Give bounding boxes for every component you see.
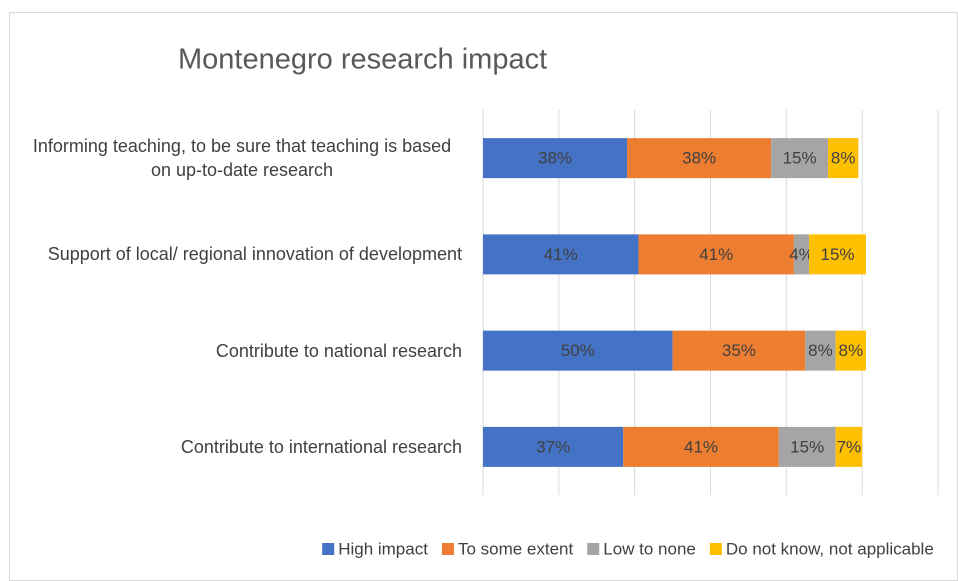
data-label: 38% — [538, 149, 572, 168]
data-label: 15% — [821, 245, 855, 264]
data-label: 41% — [699, 245, 733, 264]
legend-swatch — [322, 543, 335, 555]
legend-label: High impact — [338, 539, 428, 558]
bar-segment — [771, 138, 829, 179]
data-label: 41% — [684, 437, 718, 456]
bar-segment — [483, 426, 624, 467]
category-label-box: Contribute to international research — [10, 417, 462, 477]
legend-label: Low to none — [603, 539, 696, 558]
bar-segment — [627, 138, 772, 179]
data-label: 8% — [831, 149, 856, 168]
chart-title: Montenegro research impact — [178, 44, 547, 76]
bar-segment — [835, 330, 866, 371]
bar-segment — [672, 330, 806, 371]
bar-segment — [835, 426, 863, 467]
bar-segment — [805, 330, 836, 371]
data-label: 37% — [536, 437, 570, 456]
data-label: 8% — [808, 341, 833, 360]
data-label: 4% — [789, 245, 814, 264]
legend-swatch — [441, 543, 454, 555]
data-label: 15% — [790, 437, 824, 456]
bar-segment — [638, 234, 794, 275]
y-tick-label: Support of local/ regional innovation of… — [47, 244, 462, 265]
data-label: 7% — [837, 437, 862, 456]
bar-segment — [483, 138, 628, 179]
data-label: 38% — [682, 149, 716, 168]
bar-segment — [828, 138, 859, 179]
data-label: 50% — [561, 341, 595, 360]
bar-segment — [483, 234, 639, 275]
bar-segment — [793, 234, 810, 275]
category-label-box: Contribute to national research — [10, 321, 462, 381]
data-label: 41% — [544, 245, 578, 264]
data-label: 8% — [839, 341, 864, 360]
bar-segment — [623, 426, 779, 467]
category-label-box: Informing teaching, to be sure that teac… — [10, 128, 462, 188]
legend-label: Do not know, not applicable — [726, 539, 934, 558]
bar-segment — [778, 426, 836, 467]
bar-segment — [483, 330, 673, 371]
category-label-box: Support of local/ regional innovation of… — [10, 224, 462, 284]
legend-swatch — [709, 543, 722, 555]
y-tick-label: Contribute to national research — [215, 340, 462, 361]
data-label: 35% — [722, 341, 756, 360]
bar-segment — [809, 234, 866, 275]
y-tick-label: Informing teaching, to be sure that teac… — [32, 136, 452, 181]
legend-label: To some extent — [458, 539, 574, 558]
data-label: 15% — [783, 149, 817, 168]
legend-swatch — [587, 543, 600, 555]
y-tick-label: Contribute to international research — [180, 436, 462, 457]
